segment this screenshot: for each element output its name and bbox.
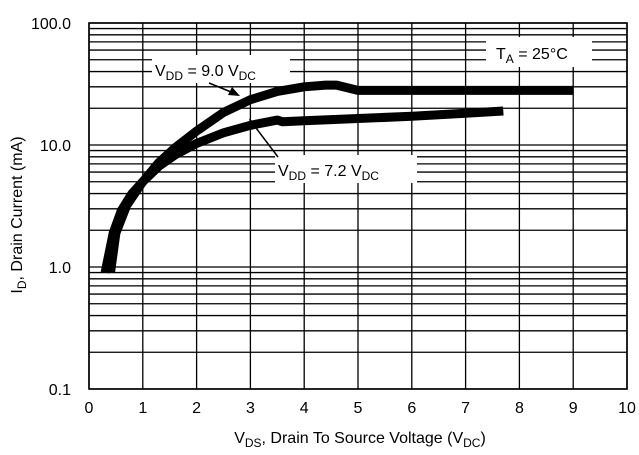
x-tick-label: 3: [246, 400, 255, 417]
x-axis-title: VDS, Drain To Source Voltage (VDC): [234, 430, 486, 450]
y-tick-label: 100.0: [31, 16, 71, 33]
y-tick-labels: 0.1 1.0 10.0 100.0: [31, 16, 71, 399]
vdd90-label-box: [152, 55, 290, 83]
temp-label-box: [486, 37, 592, 67]
x-tick-label: 9: [569, 400, 578, 417]
vdd72-label-box: [275, 155, 417, 183]
curves: [100, 80, 574, 274]
x-tick-label: 8: [515, 400, 524, 417]
y-tick-label: 10.0: [40, 138, 71, 155]
series-vdd72-line: [100, 106, 504, 274]
y-tick-label: 0.1: [49, 382, 71, 399]
y-axis-title: ID, Drain Current (mA): [9, 136, 29, 293]
plot-border: [88, 22, 628, 390]
vdd90-arrow: [208, 82, 240, 96]
vdd72-arrow: [249, 119, 279, 158]
x-tick-label: 6: [407, 400, 416, 417]
x-tick-label: 7: [461, 400, 470, 417]
vdd90-label: VDD = 9.0 VDC: [155, 63, 256, 83]
y-tick-label: 1.0: [49, 260, 71, 277]
x-tick-labels: 0 1 2 3 4 5 6 7 8 9 10: [85, 400, 636, 417]
x-tick-label: 0: [85, 400, 94, 417]
x-tick-label: 4: [300, 400, 309, 417]
x-tick-label: 1: [138, 400, 147, 417]
x-tick-label: 5: [354, 400, 363, 417]
x-tick-label: 10: [618, 400, 636, 417]
vdd72-label: VDD = 7.2 VDC: [278, 163, 379, 183]
x-tick-label: 2: [192, 400, 201, 417]
temp-label: TA = 25°C: [496, 46, 568, 66]
